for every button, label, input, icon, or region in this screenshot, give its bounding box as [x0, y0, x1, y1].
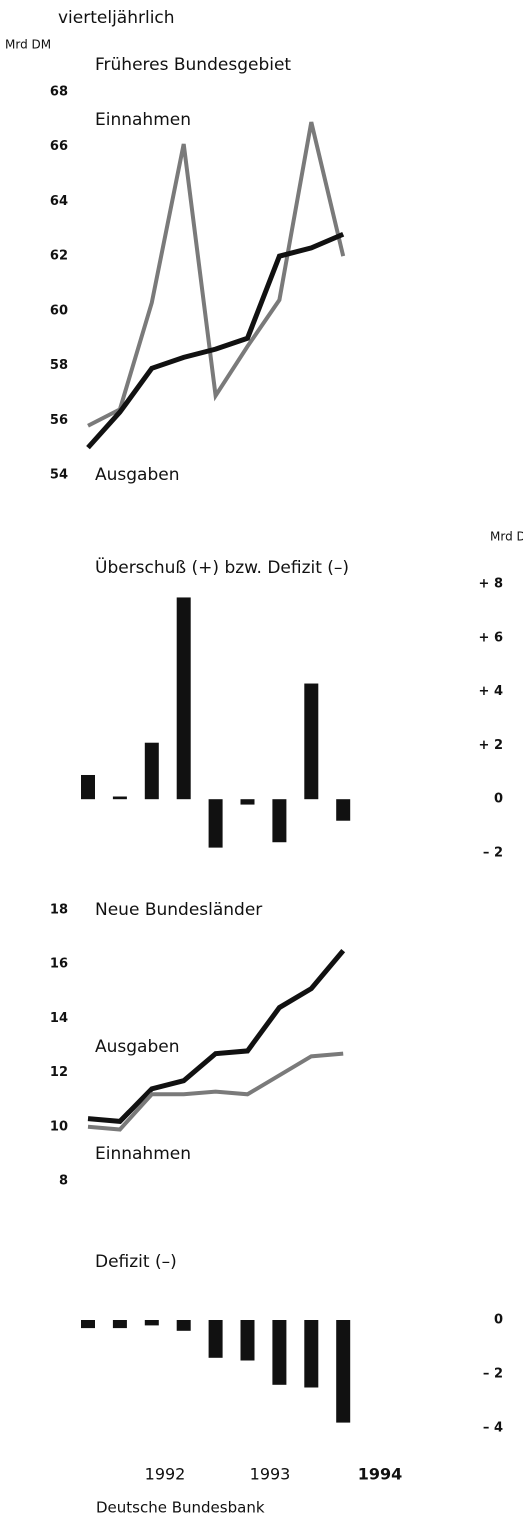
line [87, 949, 346, 1124]
y-tick-label: 62 [50, 249, 68, 264]
y-tick-label: + 6 [479, 630, 503, 645]
bar [304, 1320, 319, 1388]
bar [176, 597, 191, 800]
bar [81, 1320, 95, 1329]
series-label: Ausgaben [95, 1037, 180, 1057]
bar [336, 799, 351, 821]
series-label: Ausgaben [95, 465, 180, 485]
x-label: 1994 [358, 1465, 403, 1484]
bar [336, 1320, 351, 1423]
line [86, 231, 345, 450]
x-label: 1993 [250, 1465, 291, 1484]
chart-title: Neue Bundesländer [95, 900, 262, 920]
axis-unit: Mrd DM [490, 530, 523, 544]
y-tick-label: 0 [494, 792, 503, 807]
x-label: 1992 [145, 1465, 186, 1484]
bar [176, 1320, 191, 1331]
y-tick-label: 60 [50, 303, 68, 318]
bar [112, 1320, 127, 1329]
y-tick-label: 16 [50, 957, 68, 972]
footer: Deutsche Bundesbank [96, 1499, 265, 1517]
series-label: Einnahmen [95, 1144, 191, 1164]
y-tick-label: + 2 [479, 738, 503, 753]
bar [208, 1320, 223, 1358]
y-tick-label: 12 [50, 1065, 68, 1080]
y-tick-label: 10 [50, 1119, 68, 1134]
y-tick-label: 64 [50, 194, 68, 209]
chart-title: Überschuß (+) bzw. Defizit (–) [95, 556, 349, 578]
bar [272, 799, 287, 843]
bar [240, 799, 255, 805]
y-tick-label: + 8 [479, 577, 503, 592]
y-tick-label: 56 [50, 413, 68, 428]
y-tick-label: – 2 [483, 846, 503, 861]
y-tick-label: 58 [50, 358, 68, 373]
axis-unit: Mrd DM [5, 38, 51, 52]
y-tick-label: 14 [50, 1011, 68, 1026]
y-tick-label: 0 [494, 1313, 503, 1328]
y-tick-label: 68 [50, 85, 68, 100]
bar [144, 1320, 159, 1326]
series-label: Einnahmen [95, 110, 191, 130]
y-tick-label: – 4 [483, 1421, 503, 1436]
bar [240, 1320, 255, 1361]
y-tick-label: 8 [59, 1174, 68, 1189]
y-tick-label: 18 [50, 903, 68, 918]
y-tick-label: 66 [50, 139, 68, 154]
bar [81, 774, 95, 800]
bar [112, 796, 127, 800]
bar [144, 742, 159, 800]
y-tick-label: 54 [50, 468, 68, 483]
y-tick-label: + 4 [479, 684, 503, 699]
chart-title: Defizit (–) [95, 1252, 177, 1272]
line [87, 1051, 344, 1132]
bar [208, 799, 223, 848]
bar [272, 1320, 287, 1385]
chart-title: Früheres Bundesgebiet [95, 55, 291, 75]
line [87, 121, 346, 428]
y-tick-label: – 2 [483, 1367, 503, 1382]
bar [304, 683, 319, 800]
header: vierteljährlich [58, 8, 175, 28]
